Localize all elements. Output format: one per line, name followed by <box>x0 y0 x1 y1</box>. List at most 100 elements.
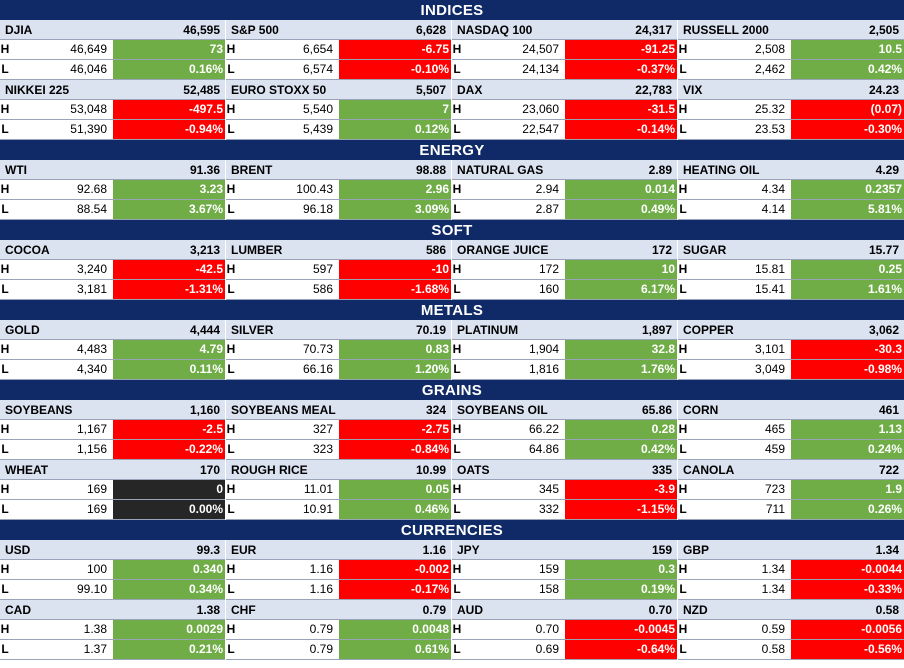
instrument-name: AUD <box>457 603 483 617</box>
instrument-name: S&P 500 <box>231 23 279 37</box>
instrument-name: CANOLA <box>683 463 735 477</box>
instrument-name: WTI <box>5 163 27 177</box>
high-value: 0.79 <box>309 622 333 636</box>
last-price: 4,444 <box>189 323 220 337</box>
percent-change: 1.76% <box>565 360 677 379</box>
change-value: 0.3 <box>565 560 677 579</box>
high-row: H 11.01 0.05 <box>226 480 451 500</box>
instrument-name: OATS <box>457 463 490 477</box>
low-label: L <box>453 282 461 296</box>
high-label: H <box>0 562 10 576</box>
low-value: 2.87 <box>535 202 559 216</box>
high-row: H 0.79 0.0048 <box>226 620 451 640</box>
last-price: 1.16 <box>422 543 446 557</box>
change-value: -0.0044 <box>791 560 904 579</box>
quote-row: SOYBEANS 1,160 H 1,167 -2.5 L 1,156 -0.22% SOYBE… <box>0 400 904 460</box>
low-label: L <box>679 502 687 516</box>
high-label: H <box>226 562 236 576</box>
low-value: 88.54 <box>76 202 107 216</box>
change-value: 0.340 <box>113 560 225 579</box>
quote-tile: LUMBER 586 H 597 -10 L 586 -1.68% <box>226 240 452 300</box>
instrument-name: ROUGH RICE <box>231 463 308 477</box>
low-row: L 1.16 -0.17% <box>226 580 451 600</box>
high-label: H <box>226 482 236 496</box>
high-label: H <box>452 262 462 276</box>
last-price: 10.99 <box>415 463 446 477</box>
change-value: 73 <box>113 40 225 59</box>
high-value: 0.70 <box>535 622 559 636</box>
percent-change: 0.19% <box>565 580 677 599</box>
percent-change: 0.61% <box>339 640 451 659</box>
high-label: H <box>226 622 236 636</box>
quote-tile: NASDAQ 100 24,317 H 24,507 -91.25 L 24,134 -0.3… <box>452 20 678 80</box>
high-value: 46,649 <box>70 42 107 56</box>
low-value: 4.14 <box>761 202 785 216</box>
high-row: H 3,240 -42.5 <box>0 260 225 280</box>
high-value: 92.68 <box>76 182 107 196</box>
change-value: -31.5 <box>565 100 677 119</box>
last-price: 98.88 <box>415 163 446 177</box>
low-value: 64.86 <box>528 442 559 456</box>
instrument-name-row: PLATINUM 1,897 <box>452 320 677 340</box>
high-value: 70.73 <box>302 342 333 356</box>
change-value: -0.002 <box>339 560 451 579</box>
low-row: L 64.86 0.42% <box>452 440 677 460</box>
low-value: 22,547 <box>522 122 559 136</box>
percent-change: -0.98% <box>791 360 904 379</box>
high-label: H <box>452 622 462 636</box>
instrument-name-row: NATURAL GAS 2.89 <box>452 160 677 180</box>
percent-change: 5.81% <box>791 200 904 219</box>
low-row: L 711 0.26% <box>678 500 904 520</box>
quote-tile: S&P 500 6,628 H 6,654 -6.75 L 6,574 -0.10% <box>226 20 452 80</box>
high-label: H <box>678 182 688 196</box>
change-value: -0.0056 <box>791 620 904 639</box>
last-price: 0.79 <box>422 603 446 617</box>
last-price: 3,213 <box>189 243 220 257</box>
quote-tile: CORN 461 H 465 1.13 L 459 0.24% <box>678 400 904 460</box>
last-price: 0.70 <box>648 603 672 617</box>
change-value: 10.5 <box>791 40 904 59</box>
low-row: L 0.58 -0.56% <box>678 640 904 660</box>
percent-change: -0.64% <box>565 640 677 659</box>
instrument-name: CAD <box>5 603 31 617</box>
low-row: L 332 -1.15% <box>452 500 677 520</box>
high-value: 24,507 <box>522 42 559 56</box>
low-label: L <box>1 442 9 456</box>
high-row: H 0.70 -0.0045 <box>452 620 677 640</box>
high-value: 1,904 <box>528 342 559 356</box>
high-label: H <box>452 342 462 356</box>
low-value: 1,156 <box>76 442 107 456</box>
high-value: 1.34 <box>761 562 785 576</box>
high-row: H 597 -10 <box>226 260 451 280</box>
change-value: -10 <box>339 260 451 279</box>
low-value: 99.10 <box>76 582 107 596</box>
section-header: GRAINS <box>0 380 904 400</box>
low-label: L <box>227 442 235 456</box>
low-value: 24,134 <box>522 62 559 76</box>
low-row: L 0.79 0.61% <box>226 640 451 660</box>
high-value: 5,540 <box>302 102 333 116</box>
high-row: H 1.34 -0.0044 <box>678 560 904 580</box>
high-label: H <box>452 422 462 436</box>
quote-row: WHEAT 170 H 169 0 L 169 0.00% ROUGH RICE 10.99 H 11… <box>0 460 904 520</box>
low-label: L <box>227 202 235 216</box>
instrument-name: NASDAQ 100 <box>457 23 533 37</box>
quote-tile: SOYBEANS OIL 65.86 H 66.22 0.28 L 64.86 0.42% <box>452 400 678 460</box>
high-label: H <box>0 482 10 496</box>
high-value: 172 <box>538 262 559 276</box>
high-label: H <box>0 422 10 436</box>
low-label: L <box>453 202 461 216</box>
quote-tile: COCOA 3,213 H 3,240 -42.5 L 3,181 -1.31% <box>0 240 226 300</box>
low-row: L 6,574 -0.10% <box>226 60 451 80</box>
high-row: H 24,507 -91.25 <box>452 40 677 60</box>
high-row: H 345 -3.9 <box>452 480 677 500</box>
last-price: 722 <box>878 463 899 477</box>
low-row: L 4.14 5.81% <box>678 200 904 220</box>
quote-tile: JPY 159 H 159 0.3 L 158 0.19% <box>452 540 678 600</box>
high-row: H 25.32 (0.07) <box>678 100 904 120</box>
high-label: H <box>678 562 688 576</box>
low-row: L 88.54 3.67% <box>0 200 225 220</box>
low-value: 332 <box>538 502 559 516</box>
high-label: H <box>0 102 10 116</box>
last-price: 335 <box>651 463 672 477</box>
